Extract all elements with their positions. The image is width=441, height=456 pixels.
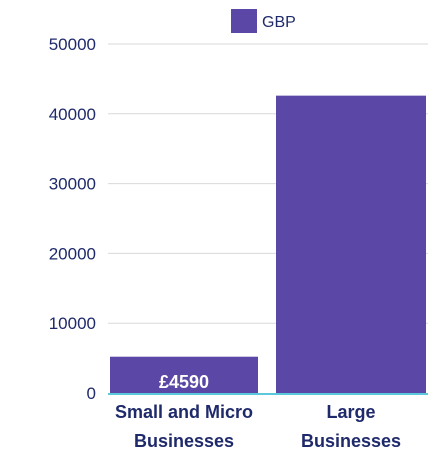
x-axis-category-labels: Small and Micro Businesses Large Businesses (115, 402, 401, 451)
y-axis-tick-labels: 0 10000 20000 30000 40000 50000 (49, 35, 96, 403)
x-category-label: Large (326, 402, 375, 422)
y-tick-label: 30000 (49, 175, 96, 194)
y-tick-label: 10000 (49, 314, 96, 333)
legend-swatch (231, 9, 257, 33)
bars (110, 95, 426, 393)
bar-data-labels: £4590 (159, 372, 209, 392)
bar (276, 95, 426, 393)
x-category-label: Businesses (301, 431, 401, 451)
y-tick-label: 20000 (49, 244, 96, 263)
legend-label: GBP (262, 14, 296, 31)
x-category-label: Businesses (134, 431, 234, 451)
bar (110, 356, 258, 393)
y-tick-label: 50000 (49, 35, 96, 54)
bar-data-label: £4590 (159, 372, 209, 392)
x-category-label: Small and Micro (115, 402, 253, 422)
y-tick-label: 40000 (49, 105, 96, 124)
y-tick-label: 0 (87, 384, 96, 403)
legend: GBP (231, 9, 296, 33)
